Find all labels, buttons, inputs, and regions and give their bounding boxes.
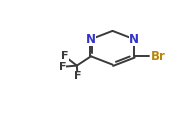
Text: F: F [59, 62, 66, 72]
Text: F: F [74, 71, 81, 81]
Text: Br: Br [151, 50, 166, 63]
Text: N: N [86, 33, 96, 46]
Text: F: F [61, 51, 69, 61]
Text: N: N [129, 33, 139, 46]
